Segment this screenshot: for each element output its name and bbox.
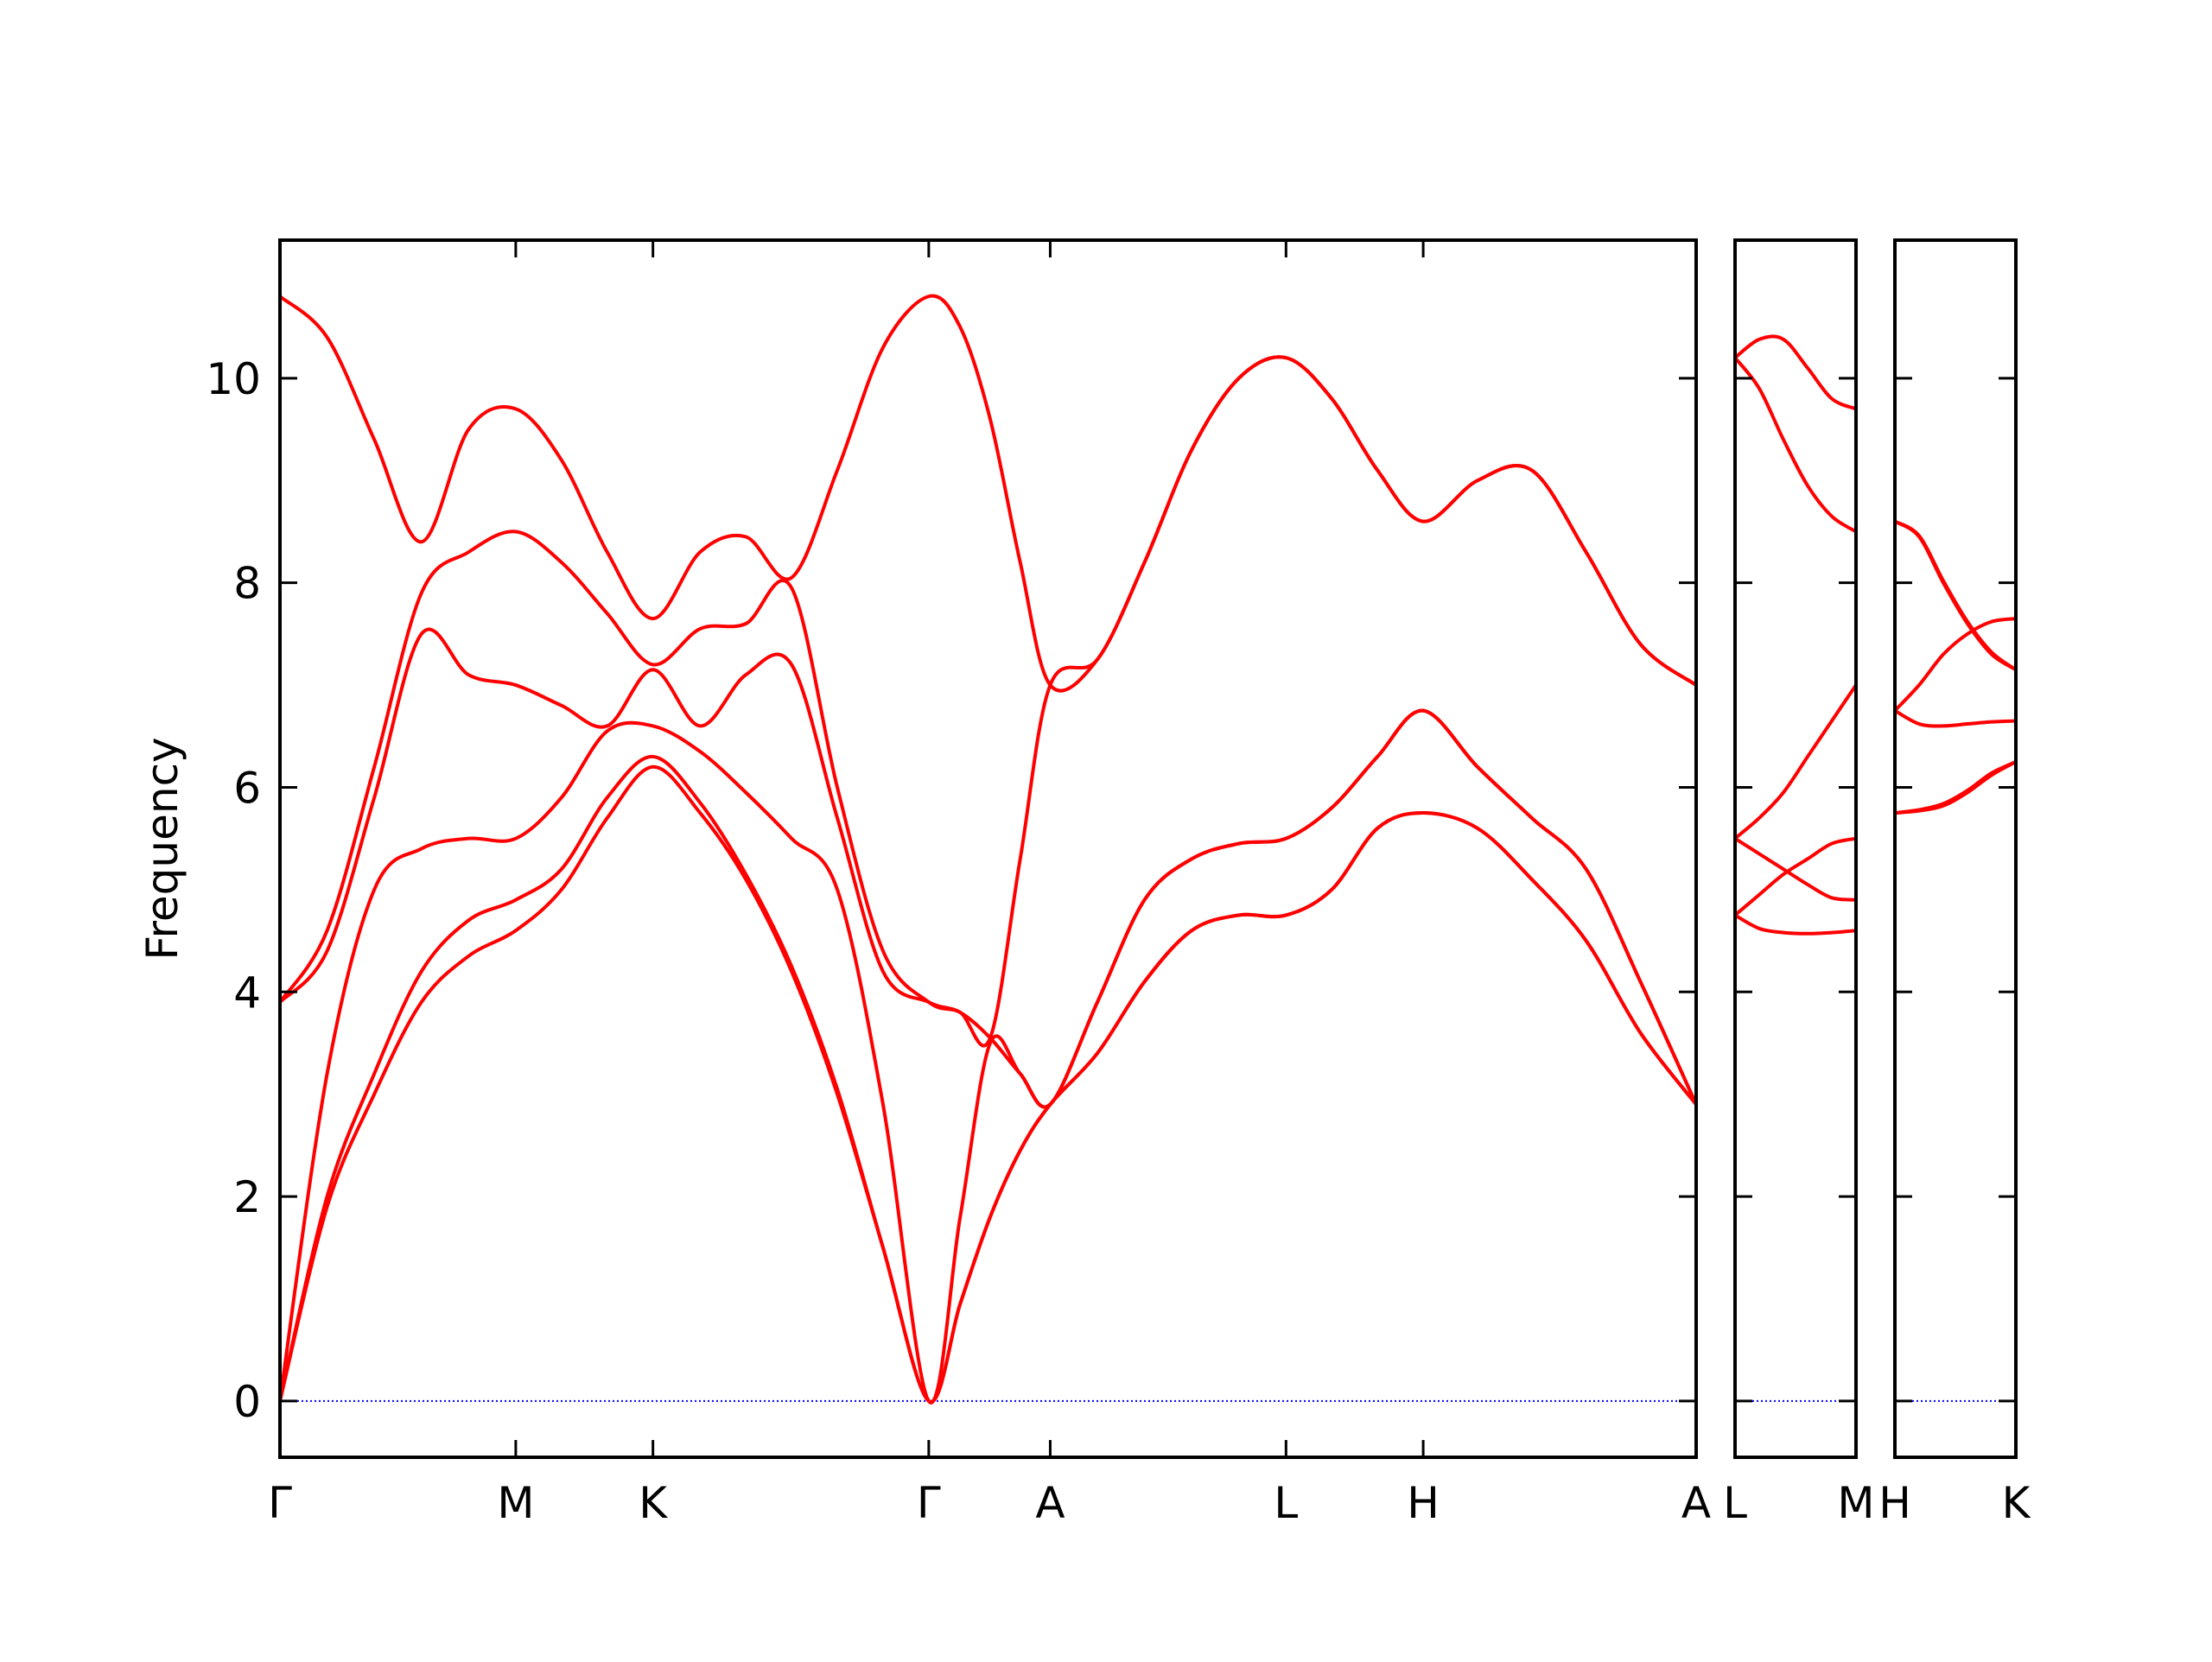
x-tick-label: K — [639, 1478, 668, 1528]
band-line — [1893, 759, 2018, 815]
band-line — [278, 764, 1698, 1404]
band-line — [1893, 617, 2018, 713]
y-tick-label: 10 — [206, 354, 261, 404]
axes-frame — [278, 238, 1698, 1459]
x-tick-label: H — [1407, 1478, 1440, 1528]
x-tick-label: H — [1878, 1478, 1911, 1528]
x-tick-label: A — [1035, 1478, 1065, 1528]
x-tick-label: M — [497, 1478, 534, 1528]
band-line — [1893, 519, 2018, 672]
band-line — [1893, 519, 2018, 672]
x-tick-label: M — [1837, 1478, 1874, 1528]
y-tick-label: 6 — [233, 763, 261, 813]
x-tick-label: L — [1274, 1478, 1298, 1528]
y-tick-label: 4 — [233, 967, 261, 1018]
y-tick-label: 0 — [233, 1377, 261, 1427]
y-tick-label: 2 — [233, 1172, 261, 1222]
y-axis-label: Frequency — [137, 737, 188, 960]
band-line — [278, 294, 1698, 693]
x-tick-label: Γ — [917, 1478, 941, 1528]
x-tick-label: L — [1723, 1478, 1747, 1528]
band-line — [1893, 708, 2018, 728]
x-tick-label: K — [2002, 1478, 2031, 1528]
band-line — [278, 627, 1698, 1109]
band-line — [1733, 836, 1858, 917]
x-tick-label: A — [1681, 1478, 1711, 1528]
axes-frame — [1733, 238, 1858, 1459]
band-line — [278, 708, 1698, 1405]
band-line — [1733, 836, 1858, 902]
x-tick-label: Γ — [268, 1478, 292, 1528]
band-line — [1733, 334, 1858, 411]
band-line — [1733, 683, 1858, 841]
band-line — [278, 754, 1698, 1404]
panel: 0 2 4 6 8 10 Γ M K Γ A L H A Frequency — [137, 238, 1711, 1528]
band-line — [1733, 913, 1858, 936]
band-line — [1733, 356, 1858, 534]
axes-frame — [1893, 238, 2018, 1459]
y-tick-label: 8 — [233, 559, 261, 609]
